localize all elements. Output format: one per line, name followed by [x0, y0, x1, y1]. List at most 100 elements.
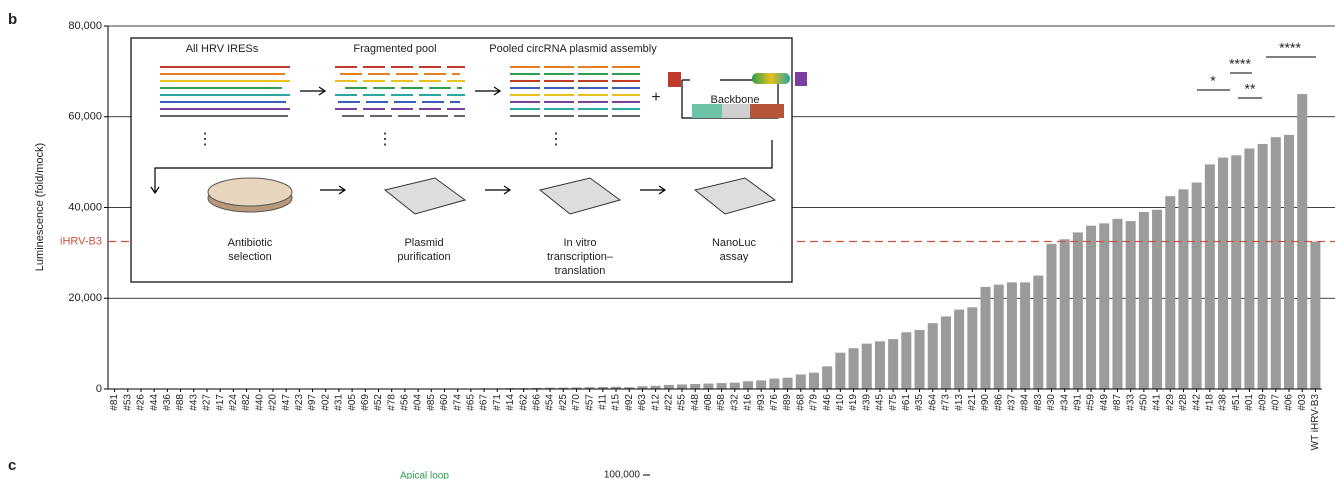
x-tick-label: #63 — [637, 394, 648, 411]
x-tick-label: #05 — [347, 394, 358, 411]
x-tick-label: #01 — [1244, 394, 1255, 411]
x-tick-label: #33 — [1125, 394, 1136, 411]
x-tick-label: #68 — [795, 394, 806, 411]
x-tick-label: #18 — [1204, 394, 1215, 411]
x-tick-label: #22 — [663, 394, 674, 411]
x-tick-label: #81 — [109, 394, 120, 411]
icon — [722, 104, 750, 118]
ellipsis: ⋮ — [197, 131, 213, 148]
x-tick-label: WT iHRV-B3 — [1310, 394, 1321, 451]
x-tick-label: #36 — [162, 394, 173, 411]
x-tick-label: #31 — [334, 394, 345, 411]
bar — [888, 339, 898, 389]
bar — [1165, 196, 1175, 389]
stage-label: Pooled circRNA plasmid assembly — [489, 43, 657, 55]
dish — [208, 178, 292, 206]
icon — [752, 73, 790, 84]
significance: **** — [1279, 40, 1301, 56]
annotation: Apical loop — [400, 471, 449, 479]
x-tick-label: #26 — [136, 394, 147, 411]
bar — [822, 366, 832, 389]
x-tick-label: #12 — [650, 394, 661, 411]
x-tick-label: #88 — [175, 394, 186, 411]
x-tick-label: #55 — [677, 394, 688, 411]
bar — [1258, 144, 1268, 389]
plus: + — [651, 89, 660, 106]
bar — [1271, 137, 1281, 389]
x-tick-label: #52 — [373, 394, 384, 411]
x-tick-label: #34 — [1059, 394, 1070, 411]
y-tick-label: 60,000 — [68, 111, 102, 123]
x-tick-label: #67 — [479, 394, 490, 411]
step-label: purification — [397, 251, 450, 263]
x-tick-label: #08 — [703, 394, 714, 411]
x-tick-label: #24 — [228, 394, 239, 411]
x-tick-label: #58 — [716, 394, 727, 411]
y-tick-label: 80,000 — [68, 20, 102, 32]
x-tick-label: #59 — [1086, 394, 1097, 411]
x-tick-label: #10 — [835, 394, 846, 411]
step-label: In vitro — [563, 237, 596, 249]
step-label: NanoLuc — [712, 237, 757, 249]
x-tick-label: #74 — [452, 394, 463, 411]
x-tick-label: #20 — [268, 394, 279, 411]
x-tick-label: #65 — [466, 394, 477, 411]
x-tick-label: #90 — [980, 394, 991, 411]
x-tick-label: #49 — [1099, 394, 1110, 411]
x-tick-label: #71 — [492, 394, 503, 411]
x-tick-label: #29 — [1165, 394, 1176, 411]
x-tick-label: #37 — [1007, 394, 1018, 411]
bar — [941, 316, 951, 389]
bar — [1244, 149, 1254, 389]
x-tick-label: #78 — [386, 394, 397, 411]
icon — [795, 72, 807, 86]
bar — [1060, 239, 1070, 389]
bar — [862, 344, 872, 389]
x-tick-label: #79 — [809, 394, 820, 411]
bar — [1086, 226, 1096, 389]
x-tick-label: #73 — [941, 394, 952, 411]
x-tick-label: #44 — [149, 394, 160, 411]
bar — [1231, 155, 1241, 389]
icon — [692, 104, 722, 118]
step-label: Antibiotic — [228, 237, 273, 249]
bar — [703, 384, 713, 389]
x-tick-label: #97 — [307, 394, 318, 411]
bar — [756, 380, 766, 389]
bar — [677, 384, 687, 389]
bar — [1205, 164, 1215, 389]
figure: b c Apical loop 100,000 Luminescence (fo… — [0, 0, 1335, 479]
y-axis-label: Luminescence (fold/mock) — [34, 143, 46, 271]
x-tick-label: #56 — [400, 394, 411, 411]
x-tick-label: #13 — [954, 394, 965, 411]
panel-label: b — [8, 11, 17, 28]
x-tick-label: #25 — [558, 394, 569, 411]
bar — [980, 287, 990, 389]
x-tick-label: #91 — [1073, 394, 1084, 411]
x-tick-label: #86 — [993, 394, 1004, 411]
x-tick-label: #40 — [254, 394, 265, 411]
x-tick-label: #06 — [1284, 394, 1295, 411]
y-tick-label: 20,000 — [68, 292, 102, 304]
x-tick-label: #45 — [875, 394, 886, 411]
x-tick-label: #11 — [597, 394, 608, 410]
x-tick-label: #07 — [1270, 394, 1281, 411]
bar — [664, 385, 674, 389]
x-tick-label: #48 — [690, 394, 701, 411]
x-tick-label: #19 — [848, 394, 859, 411]
x-tick-label: #82 — [241, 394, 252, 411]
bar — [901, 332, 911, 389]
bar — [1099, 223, 1109, 389]
bar — [1152, 210, 1162, 389]
step-label: transcription– — [547, 251, 614, 263]
ellipsis: ⋮ — [548, 131, 564, 148]
x-tick-label: #41 — [1152, 394, 1163, 411]
x-tick-label: #35 — [914, 394, 925, 411]
bar — [796, 374, 806, 389]
x-tick-label: #87 — [1112, 394, 1123, 411]
x-tick-label: #69 — [360, 394, 371, 411]
bar — [1126, 221, 1136, 389]
bar — [954, 310, 964, 389]
x-tick-label: #16 — [743, 394, 754, 411]
y-tick-label: 0 — [96, 383, 102, 395]
